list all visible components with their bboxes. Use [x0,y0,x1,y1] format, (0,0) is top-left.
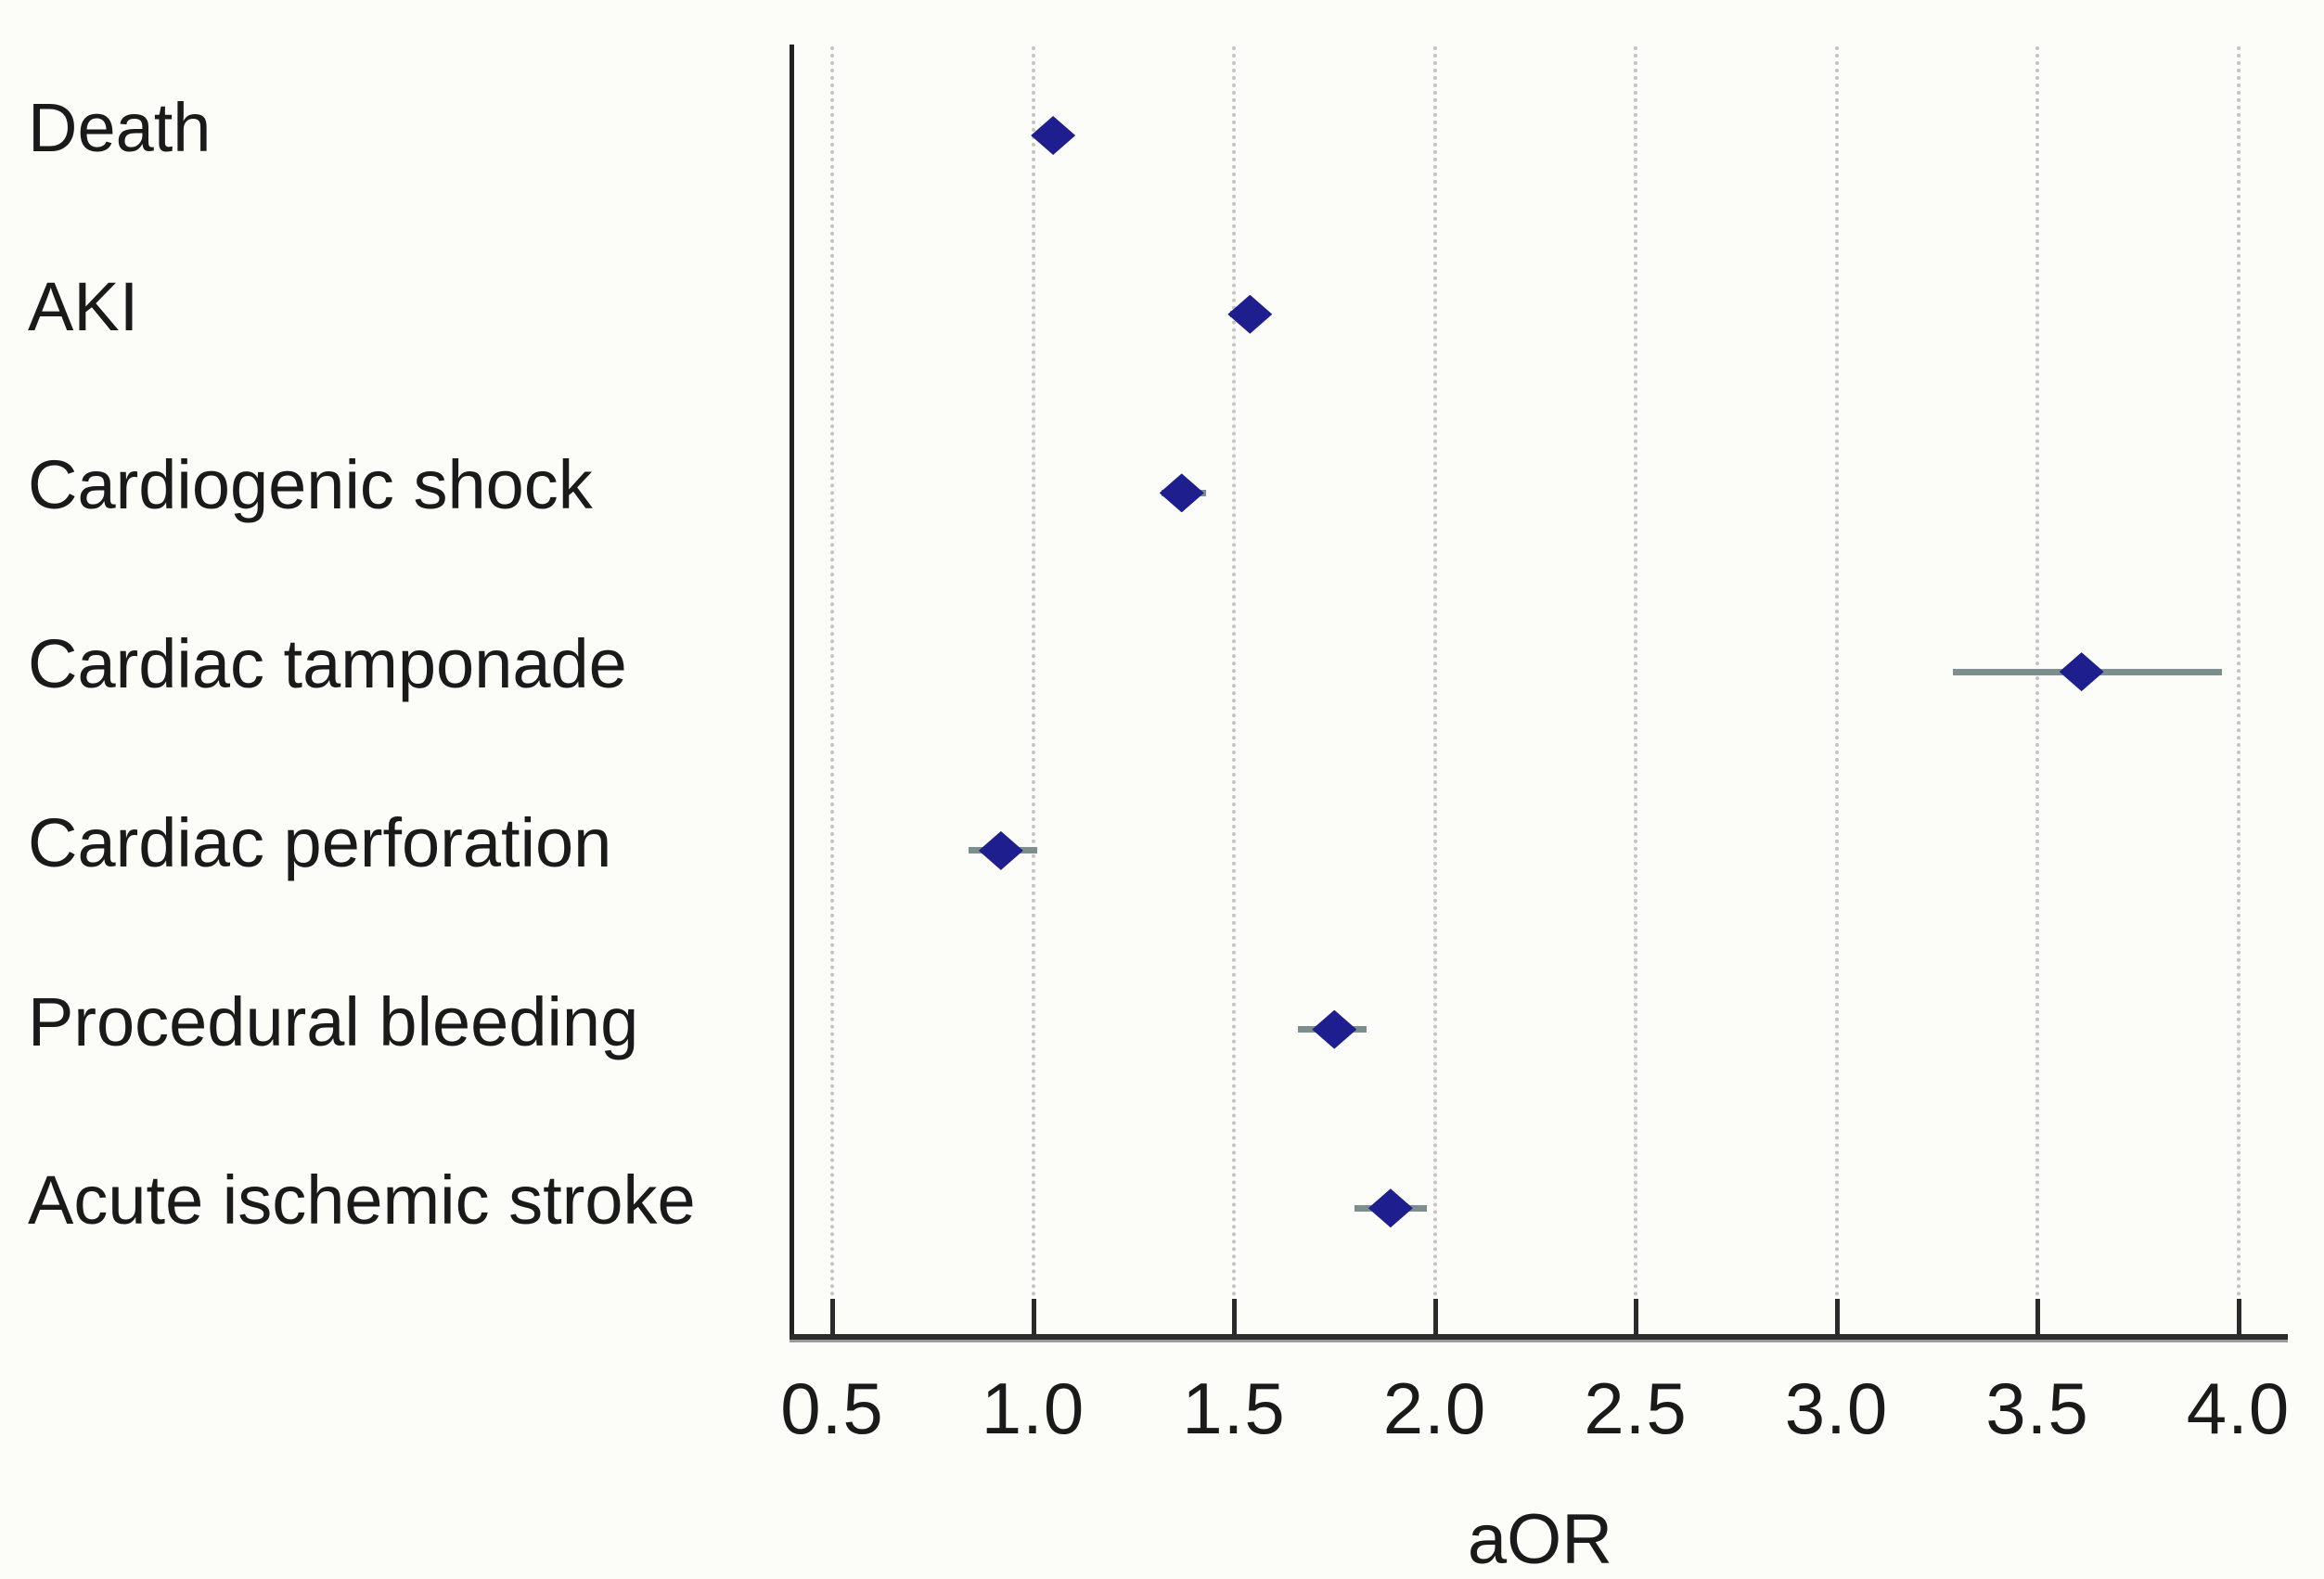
x-tick-label: 3.0 [1784,1367,1889,1449]
category-label: Acute ischemic stroke [28,1162,696,1239]
point-diamond [978,830,1023,870]
x-tick-label: 4.0 [2186,1367,2291,1449]
x-tick-mark [1432,1299,1438,1334]
x-gridline [2035,46,2039,1334]
point-diamond [2059,652,2104,692]
x-tick-label: 3.5 [1985,1367,2089,1449]
category-label: Cardiac perforation [28,803,612,881]
point-diamond [1312,1009,1357,1049]
x-gridline [830,46,834,1334]
x-gridline [1834,46,1839,1334]
category-label: Death [28,89,212,166]
x-tick-mark [830,1299,835,1334]
x-tick-mark [2236,1299,2241,1334]
category-label: AKI [28,267,139,345]
x-gridline [1432,46,1437,1334]
x-gridline [2236,46,2241,1334]
y-axis-line [790,45,794,1337]
x-tick-mark [2035,1299,2040,1334]
x-gridline [1031,46,1035,1334]
x-gridline [1232,46,1236,1334]
x-tick-label: 2.0 [1382,1367,1487,1449]
x-axis-line [790,1334,2288,1340]
x-tick-label: 1.5 [1182,1367,1286,1449]
point-diamond [1367,1188,1413,1228]
point-diamond [1031,116,1076,155]
x-tick-mark [1834,1299,1840,1334]
category-label: Procedural bleeding [28,982,639,1060]
category-label: Cardiogenic shock [28,446,593,524]
category-label: Cardiac tamponade [28,625,627,703]
x-tick-label: 1.0 [981,1367,1085,1449]
x-gridline [1634,46,1637,1334]
x-tick-label: 0.5 [780,1367,884,1449]
x-tick-mark [1232,1299,1237,1334]
x-tick-mark [1031,1299,1036,1334]
x-tick-mark [1634,1299,1638,1334]
x-tick-label: 2.5 [1584,1367,1688,1449]
x-axis-title: aOR [1467,1500,1613,1579]
point-diamond [1159,473,1204,513]
